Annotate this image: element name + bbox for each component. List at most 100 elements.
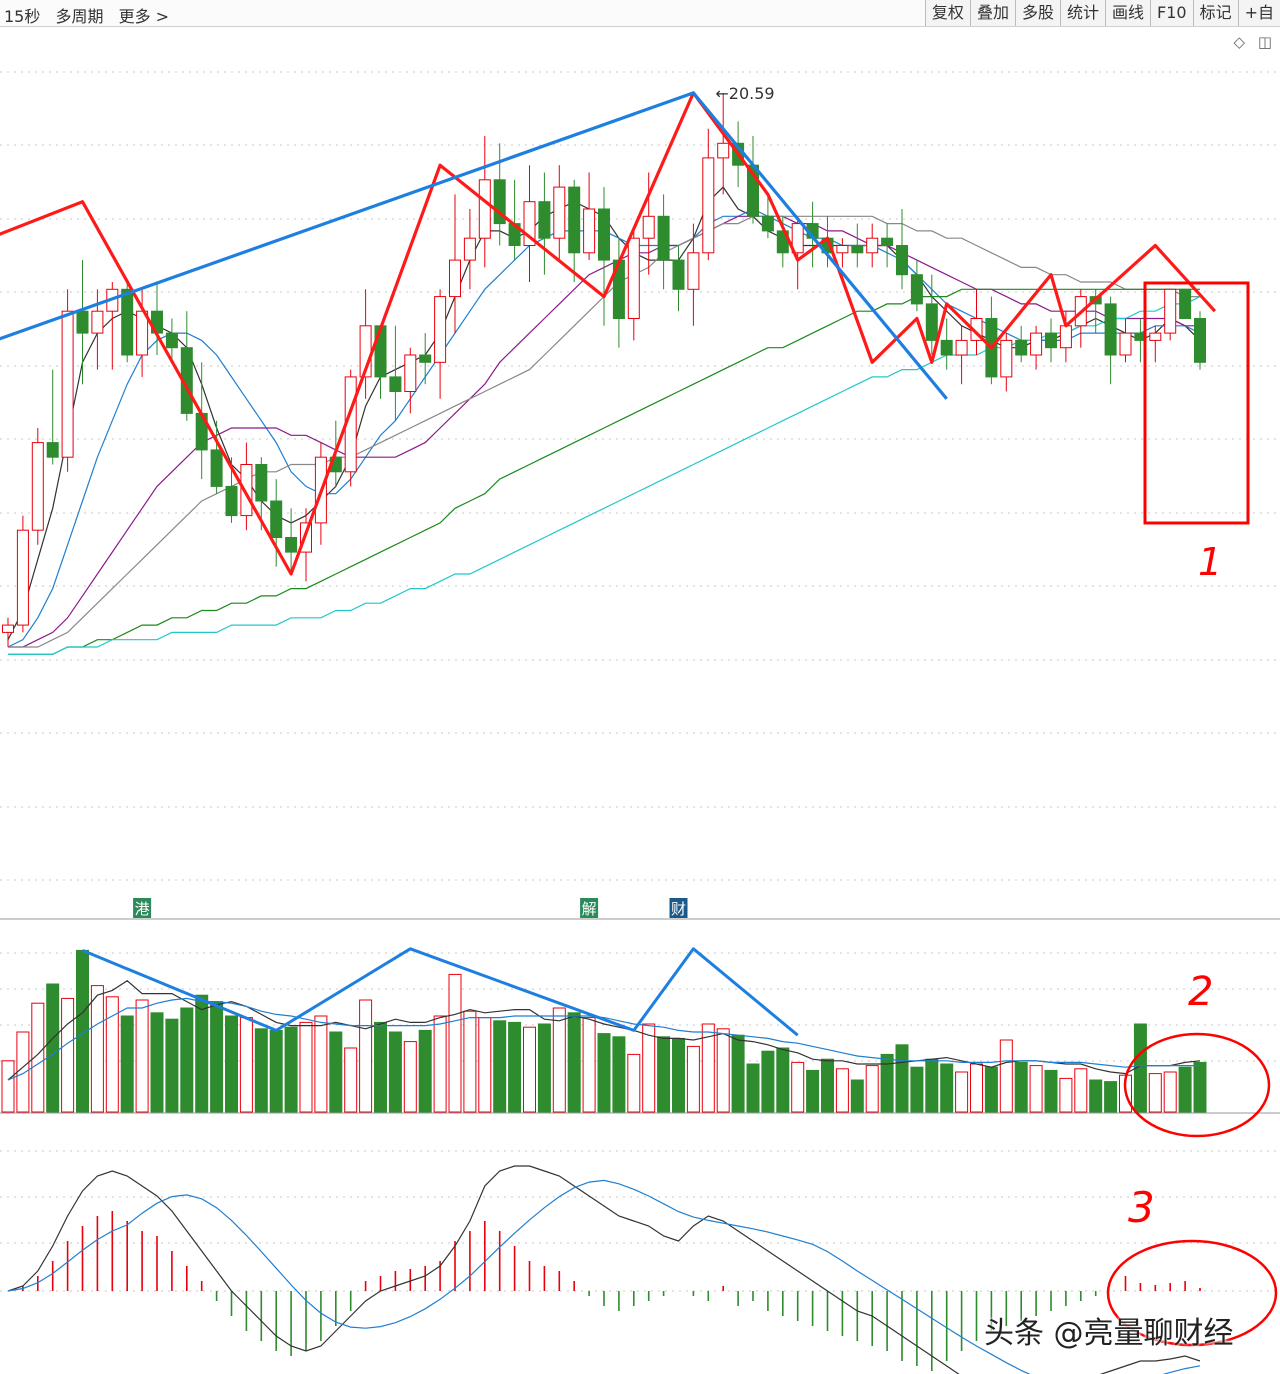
statistics-button[interactable]: 统计 — [1059, 0, 1105, 26]
ma-line-ma60 — [8, 288, 1200, 655]
volume-bar — [984, 1066, 998, 1113]
volume-bar — [478, 1017, 492, 1113]
more-button[interactable]: 更多 > — [118, 7, 170, 26]
volume-bar — [1133, 1023, 1147, 1113]
volume-bar — [1104, 1081, 1118, 1113]
period-15s[interactable]: 15秒 — [4, 7, 41, 26]
volume-bar — [776, 1047, 790, 1113]
candle-up — [642, 215, 655, 239]
candle-up — [553, 186, 566, 239]
volume-bar — [16, 1031, 30, 1113]
draw-line-button[interactable]: 画线 — [1104, 0, 1150, 26]
candle-down — [285, 537, 298, 553]
peak-price-label: ←20.59 — [715, 84, 774, 103]
volume-bar — [1178, 1066, 1192, 1113]
volume-bar — [895, 1044, 909, 1113]
diamond-icon[interactable]: ◇ — [1233, 33, 1246, 51]
event-marker-label: 港 — [135, 900, 150, 918]
candle-down — [761, 215, 774, 232]
volume-bar — [686, 1045, 700, 1113]
trend-line — [0, 91, 948, 400]
event-marker-box — [580, 898, 599, 918]
candle-up — [1000, 339, 1013, 378]
candle-down — [896, 245, 908, 276]
candle-down — [419, 354, 432, 363]
candle-up — [627, 237, 640, 319]
volume-bar — [61, 997, 75, 1113]
annotation-ellipse — [1106, 1239, 1278, 1347]
candle-down — [672, 259, 685, 290]
volume-bar — [612, 1036, 626, 1113]
volume-bar — [835, 1068, 849, 1113]
volume-bar — [433, 1015, 447, 1113]
volume-bar — [239, 1017, 253, 1113]
panel-icon[interactable]: ◫ — [1257, 33, 1272, 51]
volume-bar — [970, 1063, 983, 1113]
volume-bar — [701, 1023, 715, 1113]
volume-bar — [999, 1039, 1013, 1113]
volume-bar — [165, 1018, 179, 1113]
candle-down — [910, 274, 923, 305]
candle-up — [866, 237, 879, 254]
candle-down — [1045, 332, 1057, 349]
candle-up — [16, 529, 29, 626]
volume-bar — [46, 983, 60, 1113]
event-marker-label: 财 — [671, 900, 686, 918]
volume-bar — [791, 1061, 805, 1113]
volume-bar — [284, 1026, 298, 1113]
volume-bar — [672, 1037, 685, 1113]
volume-bar — [1089, 1079, 1103, 1113]
candle-up — [434, 296, 447, 363]
candle-up — [31, 442, 44, 531]
volume-bar — [850, 1079, 864, 1113]
volume-bar — [31, 1002, 45, 1113]
volume-bar — [418, 1029, 432, 1113]
volume-bar — [523, 1026, 536, 1113]
multi-period-button[interactable]: 多周期 — [55, 7, 104, 26]
candle-down — [210, 449, 223, 487]
volume-bar — [642, 1023, 656, 1113]
restore-rights-button[interactable]: 复权 — [924, 0, 970, 26]
volume-bar — [1029, 1065, 1043, 1113]
candle-up — [449, 259, 461, 298]
candle-down — [568, 186, 581, 254]
volume-bar — [806, 1069, 820, 1113]
candle-up — [478, 179, 491, 239]
volume-bar — [1, 1060, 15, 1113]
candle-up — [717, 142, 730, 159]
volume-bar — [1193, 1061, 1207, 1113]
overlay-button[interactable]: 叠加 — [969, 0, 1015, 26]
annotation-label-1: 1 — [1198, 540, 1222, 584]
candle-down — [1194, 318, 1206, 363]
volume-bar — [329, 1031, 343, 1113]
candle-down — [76, 310, 89, 334]
top-toolbar: 15秒 多周期 更多 > 复权 叠加 多股 统计 画线 F10 标记 +自 — [0, 0, 1280, 27]
volume-bar — [821, 1058, 834, 1113]
event-marker-label: 解 — [582, 900, 597, 918]
candle-up — [61, 310, 74, 458]
volume-bar — [940, 1063, 954, 1113]
volume-bar — [344, 1047, 358, 1113]
volume-bar — [195, 994, 209, 1113]
multi-stock-button[interactable]: 多股 — [1014, 0, 1060, 26]
macd-dif-line — [7, 1165, 1201, 1374]
volume-bar — [314, 1015, 328, 1113]
candle-down — [1104, 303, 1117, 356]
candle-down — [851, 245, 864, 254]
candle-up — [240, 464, 253, 517]
candle-up — [1149, 332, 1162, 341]
add-watchlist-button[interactable]: +自 — [1237, 0, 1280, 26]
candle-down — [121, 288, 134, 356]
volume-bar — [1014, 1061, 1028, 1113]
candle-down — [270, 500, 283, 538]
volume-bar — [374, 1021, 387, 1113]
candle-down — [881, 237, 894, 246]
volume-bar — [1163, 1071, 1177, 1113]
annotation-label-3: 3 — [1128, 1183, 1155, 1232]
volume-bar — [448, 973, 462, 1113]
volume-bar — [567, 1012, 581, 1113]
candle-down — [598, 208, 610, 261]
mark-button[interactable]: 标记 — [1192, 0, 1238, 26]
volume-bar — [1074, 1068, 1088, 1113]
f10-button[interactable]: F10 — [1150, 0, 1193, 26]
